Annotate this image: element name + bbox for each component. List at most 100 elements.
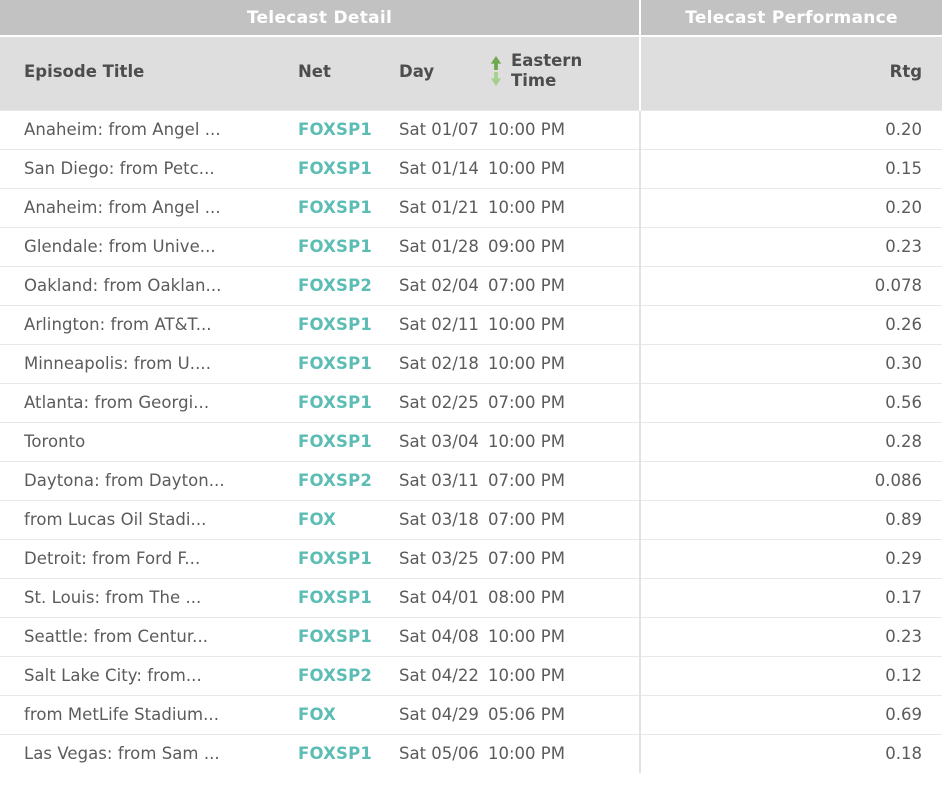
- cell-net-link[interactable]: FOX: [298, 499, 399, 539]
- cell-rtg: 0.29: [639, 538, 942, 578]
- cell-rtg: 0.15: [639, 148, 942, 188]
- cell-day: Sat 01/21: [399, 187, 488, 227]
- cell-net-link[interactable]: FOXSP1: [298, 109, 399, 149]
- cell-episode-title: from Lucas Oil Stadi...: [0, 499, 298, 539]
- cell-rtg: 0.086: [639, 460, 942, 500]
- group-header-telecast-detail: Telecast Detail: [0, 0, 641, 36]
- cell-eastern-time: 07:00 PM: [488, 538, 641, 578]
- sort-updown-icon[interactable]: [488, 54, 504, 88]
- cell-episode-title: Toronto: [0, 421, 298, 461]
- cell-net-link[interactable]: FOXSP1: [298, 304, 399, 344]
- cell-eastern-time: 10:00 PM: [488, 343, 641, 383]
- cell-eastern-time: 10:00 PM: [488, 655, 641, 695]
- cell-episode-title: Daytona: from Dayton...: [0, 460, 298, 500]
- cell-net-link[interactable]: FOXSP1: [298, 343, 399, 383]
- cell-eastern-time: 10:00 PM: [488, 187, 641, 227]
- column-header-episode-title[interactable]: Episode Title: [0, 35, 298, 110]
- cell-rtg: 0.18: [639, 733, 942, 773]
- cell-eastern-time: 09:00 PM: [488, 226, 641, 266]
- cell-net-link[interactable]: FOX: [298, 694, 399, 734]
- cell-episode-title: Anaheim: from Angel ...: [0, 109, 298, 149]
- telecast-table: Telecast Detail Telecast Performance Epi…: [0, 0, 942, 773]
- group-header-telecast-performance: Telecast Performance: [639, 0, 942, 36]
- table-row[interactable]: Anaheim: from Angel ... FOXSP1 Sat 01/21 10…: [0, 187, 942, 227]
- cell-eastern-time: 08:00 PM: [488, 577, 641, 617]
- cell-episode-title: Arlington: from AT&T...: [0, 304, 298, 344]
- cell-day: Sat 04/08: [399, 616, 488, 656]
- cell-rtg: 0.69: [639, 694, 942, 734]
- cell-episode-title: Oakland: from Oaklan...: [0, 265, 298, 305]
- table-row[interactable]: Detroit: from Ford F... FOXSP1 Sat 03/25 07…: [0, 538, 942, 578]
- cell-episode-title: San Diego: from Petc...: [0, 148, 298, 188]
- cell-net-link[interactable]: FOXSP2: [298, 460, 399, 500]
- cell-net-link[interactable]: FOXSP1: [298, 733, 399, 773]
- column-header-rtg[interactable]: Rtg: [639, 35, 942, 110]
- cell-rtg: 0.20: [639, 109, 942, 149]
- cell-episode-title: from MetLife Stadium...: [0, 694, 298, 734]
- cell-eastern-time: 07:00 PM: [488, 499, 641, 539]
- cell-day: Sat 01/28: [399, 226, 488, 266]
- cell-rtg: 0.17: [639, 577, 942, 617]
- cell-net-link[interactable]: FOXSP1: [298, 382, 399, 422]
- table-row[interactable]: from MetLife Stadium... FOX Sat 04/29 05:06…: [0, 694, 942, 734]
- cell-eastern-time: 10:00 PM: [488, 616, 641, 656]
- cell-day: Sat 04/29: [399, 694, 488, 734]
- cell-net-link[interactable]: FOXSP1: [298, 148, 399, 188]
- table-row[interactable]: San Diego: from Petc... FOXSP1 Sat 01/14 10…: [0, 148, 942, 188]
- table-row[interactable]: Daytona: from Dayton... FOXSP2 Sat 03/11 07…: [0, 460, 942, 500]
- cell-net-link[interactable]: FOXSP1: [298, 421, 399, 461]
- table-row[interactable]: Minneapolis: from U.... FOXSP1 Sat 02/18 10…: [0, 343, 942, 383]
- cell-day: Sat 01/07: [399, 109, 488, 149]
- cell-rtg: 0.26: [639, 304, 942, 344]
- table-body: Anaheim: from Angel ... FOXSP1 Sat 01/07 10…: [0, 109, 942, 773]
- cell-day: Sat 03/04: [399, 421, 488, 461]
- table-row[interactable]: Glendale: from Unive... FOXSP1 Sat 01/28 09…: [0, 226, 942, 266]
- cell-rtg: 0.30: [639, 343, 942, 383]
- table-row[interactable]: Salt Lake City: from... FOXSP2 Sat 04/22 10…: [0, 655, 942, 695]
- cell-net-link[interactable]: FOXSP1: [298, 577, 399, 617]
- cell-day: Sat 02/11: [399, 304, 488, 344]
- cell-net-link[interactable]: FOXSP1: [298, 226, 399, 266]
- cell-eastern-time: 07:00 PM: [488, 265, 641, 305]
- cell-day: Sat 02/18: [399, 343, 488, 383]
- cell-day: Sat 02/04: [399, 265, 488, 305]
- cell-day: Sat 03/18: [399, 499, 488, 539]
- cell-episode-title: Detroit: from Ford F...: [0, 538, 298, 578]
- cell-eastern-time: 05:06 PM: [488, 694, 641, 734]
- cell-net-link[interactable]: FOXSP2: [298, 655, 399, 695]
- table-header: Telecast Detail Telecast Performance Epi…: [0, 0, 942, 110]
- table-row[interactable]: Seattle: from Centur... FOXSP1 Sat 04/08 10…: [0, 616, 942, 656]
- cell-episode-title: Seattle: from Centur...: [0, 616, 298, 656]
- cell-net-link[interactable]: FOXSP2: [298, 265, 399, 305]
- table-row[interactable]: Atlanta: from Georgi... FOXSP1 Sat 02/25 07…: [0, 382, 942, 422]
- cell-day: Sat 01/14: [399, 148, 488, 188]
- column-header-day[interactable]: Day: [399, 35, 488, 110]
- table-row[interactable]: Toronto FOXSP1 Sat 03/04 10:00 PM 0.28: [0, 421, 942, 461]
- table-row[interactable]: St. Louis: from The ... FOXSP1 Sat 04/01 08…: [0, 577, 942, 617]
- cell-episode-title: St. Louis: from The ...: [0, 577, 298, 617]
- cell-day: Sat 04/01: [399, 577, 488, 617]
- cell-net-link[interactable]: FOXSP1: [298, 538, 399, 578]
- cell-rtg: 0.078: [639, 265, 942, 305]
- group-header-row: Telecast Detail Telecast Performance: [0, 0, 942, 36]
- table-row[interactable]: Las Vegas: from Sam ... FOXSP1 Sat 05/06 10…: [0, 733, 942, 773]
- cell-episode-title: Las Vegas: from Sam ...: [0, 733, 298, 773]
- table-row[interactable]: Arlington: from AT&T... FOXSP1 Sat 02/11 10…: [0, 304, 942, 344]
- cell-net-link[interactable]: FOXSP1: [298, 187, 399, 227]
- table-row[interactable]: Anaheim: from Angel ... FOXSP1 Sat 01/07 10…: [0, 109, 942, 149]
- cell-episode-title: Salt Lake City: from...: [0, 655, 298, 695]
- column-header-net[interactable]: Net: [298, 35, 399, 110]
- cell-eastern-time: 10:00 PM: [488, 733, 641, 773]
- cell-episode-title: Anaheim: from Angel ...: [0, 187, 298, 227]
- table-row[interactable]: from Lucas Oil Stadi... FOX Sat 03/18 07:00…: [0, 499, 942, 539]
- table-row[interactable]: Oakland: from Oaklan... FOXSP2 Sat 02/04 07…: [0, 265, 942, 305]
- cell-rtg: 0.56: [639, 382, 942, 422]
- cell-day: Sat 02/25: [399, 382, 488, 422]
- cell-net-link[interactable]: FOXSP1: [298, 616, 399, 656]
- column-header-eastern-time[interactable]: Eastern Time: [488, 35, 641, 110]
- cell-eastern-time: 10:00 PM: [488, 304, 641, 344]
- cell-eastern-time: 07:00 PM: [488, 382, 641, 422]
- cell-episode-title: Atlanta: from Georgi...: [0, 382, 298, 422]
- cell-day: Sat 04/22: [399, 655, 488, 695]
- cell-rtg: 0.12: [639, 655, 942, 695]
